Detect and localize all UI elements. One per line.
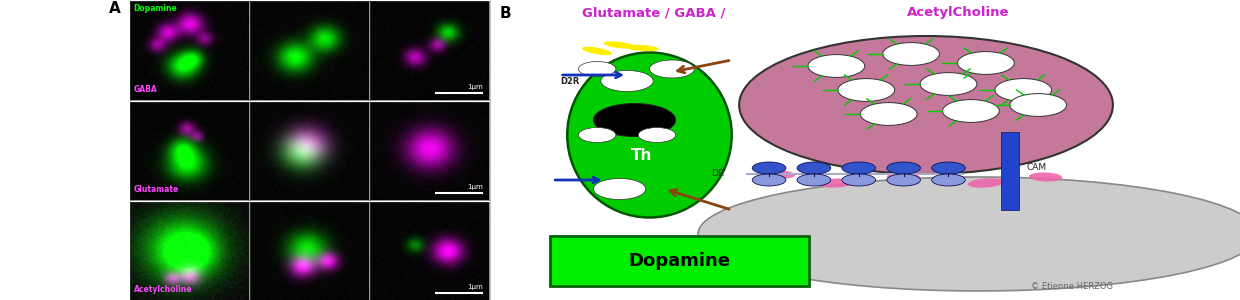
- Text: DR: DR: [711, 169, 724, 178]
- Text: Glutamate: Glutamate: [134, 185, 179, 194]
- Ellipse shape: [931, 174, 965, 186]
- Text: Dopamine: Dopamine: [134, 4, 177, 14]
- Circle shape: [861, 103, 918, 125]
- Circle shape: [957, 52, 1014, 74]
- Text: Th: Th: [631, 148, 652, 164]
- Ellipse shape: [1029, 172, 1063, 182]
- Text: GABA: GABA: [134, 85, 157, 94]
- Ellipse shape: [797, 162, 831, 174]
- Ellipse shape: [887, 173, 920, 181]
- Ellipse shape: [818, 178, 854, 188]
- Text: CAM: CAM: [1027, 164, 1047, 172]
- Text: AcetylCholine: AcetylCholine: [908, 6, 1009, 19]
- Circle shape: [578, 61, 616, 76]
- Ellipse shape: [842, 174, 875, 186]
- Text: 1μm: 1μm: [467, 284, 482, 290]
- Ellipse shape: [931, 162, 965, 174]
- Text: 1μm: 1μm: [467, 184, 482, 190]
- Circle shape: [650, 60, 694, 78]
- Circle shape: [838, 79, 894, 101]
- Circle shape: [594, 103, 676, 136]
- Ellipse shape: [753, 162, 786, 174]
- Text: A: A: [109, 2, 120, 16]
- FancyBboxPatch shape: [551, 236, 808, 286]
- Ellipse shape: [967, 178, 1004, 188]
- Ellipse shape: [887, 174, 920, 186]
- Circle shape: [883, 43, 940, 65]
- Circle shape: [994, 79, 1052, 101]
- Ellipse shape: [567, 52, 732, 218]
- Text: Acetylcholine: Acetylcholine: [134, 285, 192, 294]
- Ellipse shape: [698, 177, 1240, 291]
- Text: © Etienne HERZOG: © Etienne HERZOG: [1030, 282, 1112, 291]
- Ellipse shape: [625, 45, 658, 51]
- Text: 1μm: 1μm: [467, 84, 482, 90]
- Ellipse shape: [753, 174, 786, 186]
- Circle shape: [594, 178, 646, 200]
- Circle shape: [920, 73, 977, 95]
- Text: Glutamate / GABA /: Glutamate / GABA /: [583, 6, 730, 19]
- Ellipse shape: [739, 36, 1114, 174]
- Circle shape: [578, 128, 616, 142]
- Ellipse shape: [797, 174, 831, 186]
- Text: B: B: [500, 6, 512, 21]
- Bar: [1001, 132, 1019, 210]
- Ellipse shape: [842, 162, 875, 174]
- Ellipse shape: [758, 169, 795, 179]
- Text: Dopamine: Dopamine: [629, 252, 730, 270]
- Circle shape: [601, 70, 653, 92]
- Ellipse shape: [582, 47, 613, 55]
- Text: D2R: D2R: [559, 76, 579, 85]
- Ellipse shape: [887, 162, 920, 174]
- Circle shape: [1009, 94, 1066, 116]
- Circle shape: [808, 55, 864, 77]
- Circle shape: [942, 100, 999, 122]
- Ellipse shape: [604, 41, 636, 49]
- Circle shape: [639, 128, 676, 142]
